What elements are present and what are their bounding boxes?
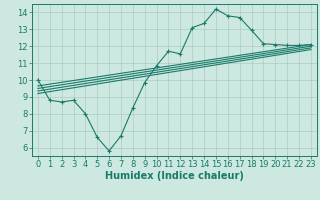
X-axis label: Humidex (Indice chaleur): Humidex (Indice chaleur): [105, 171, 244, 181]
